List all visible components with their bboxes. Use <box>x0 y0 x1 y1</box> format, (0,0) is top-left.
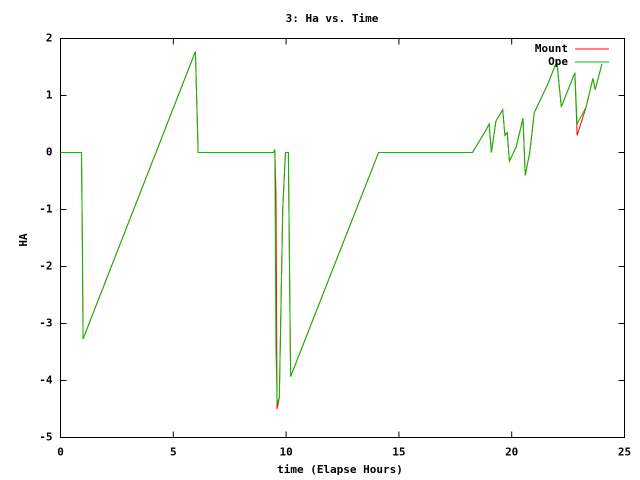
y-tick-label: 1 <box>46 89 53 102</box>
y-tick-label: -2 <box>39 260 52 273</box>
chart-title: 3: Ha vs. Time <box>286 12 379 25</box>
x-tick-label: 10 <box>279 446 292 459</box>
x-tick-label: 0 <box>57 446 64 459</box>
y-axis-label: HA <box>17 233 30 247</box>
y-tick-label: -1 <box>39 203 53 216</box>
line-series <box>60 51 603 410</box>
plot-frame <box>60 38 625 438</box>
x-axis-label: time (Elapse Hours) <box>277 463 403 476</box>
legend-label: Mount <box>535 42 568 55</box>
x-tick-label: 15 <box>392 446 405 459</box>
y-tick-label: 2 <box>46 32 53 45</box>
y-tick-label: 0 <box>46 146 53 159</box>
y-tick-label: -5 <box>39 431 52 444</box>
legend-label: Ope <box>548 55 568 68</box>
y-tick-label: -4 <box>39 374 53 387</box>
x-tick-label: 25 <box>618 446 631 459</box>
y-tick-label: -3 <box>39 317 52 330</box>
x-tick-label: 20 <box>505 446 518 459</box>
line-series <box>60 51 603 404</box>
x-tick-label: 5 <box>170 446 177 459</box>
